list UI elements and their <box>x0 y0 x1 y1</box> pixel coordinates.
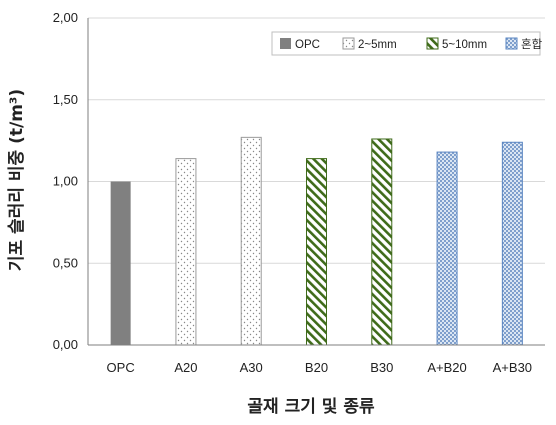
bar-a20 <box>175 158 197 346</box>
bar-a-b20 <box>436 151 458 346</box>
x-tick-label: B30 <box>370 360 393 375</box>
y-tick-label: 1,50 <box>53 92 78 107</box>
y-tick-label: 0,00 <box>53 337 78 352</box>
x-tick-label: A+B30 <box>493 360 532 375</box>
legend-swatch <box>280 38 291 49</box>
legend-swatch <box>426 37 439 50</box>
x-axis-title: 골재 크기 및 종류 <box>247 397 375 417</box>
bar-b20 <box>306 158 327 346</box>
x-tick-label: A20 <box>174 360 197 375</box>
bar-b30 <box>371 138 393 346</box>
legend-box <box>271 31 541 56</box>
legend-swatch <box>505 37 518 50</box>
bar-opc <box>110 181 131 345</box>
bar-a30 <box>240 136 262 346</box>
legend-label: 혼합 <box>521 38 543 51</box>
y-axis-title: 기포 슬러리 비중 (t/m³) <box>7 89 27 271</box>
legend-swatch <box>342 37 355 50</box>
legend-label: OPC <box>295 39 320 51</box>
bar-a-b30 <box>501 141 523 346</box>
x-tick-label: A30 <box>240 360 263 375</box>
x-tick-label: B20 <box>305 360 328 375</box>
x-tick-label: A+B20 <box>427 360 466 375</box>
legend-label: 2~5mm <box>358 39 397 51</box>
bars <box>110 136 523 346</box>
y-tick-label: 0,50 <box>53 255 78 270</box>
x-tick-label: OPC <box>107 360 135 375</box>
x-tick-labels: OPC A20 A30 B20 B30 A+B20 A+B30 <box>107 360 533 375</box>
legend: OPC 2~5mm 5~10mm 혼합 <box>271 31 543 56</box>
y-tick-labels: 0,00 0,50 1,00 1,50 2,00 <box>53 10 78 352</box>
axes <box>87 18 545 346</box>
y-tick-label: 2,00 <box>53 10 78 25</box>
y-tick-label: 1,00 <box>53 174 78 189</box>
legend-label: 5~10mm <box>442 39 487 51</box>
